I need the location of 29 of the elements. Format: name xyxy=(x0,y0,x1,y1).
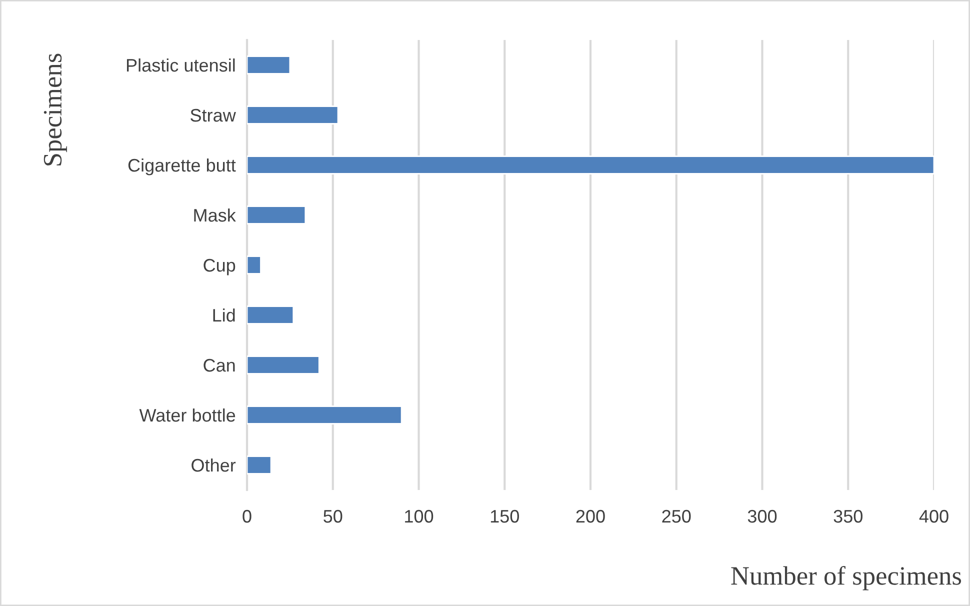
y-tick-label: Plastic utensil xyxy=(126,58,235,72)
x-tick-label: 350 xyxy=(834,510,862,523)
bar xyxy=(247,306,294,324)
x-tick-label: 100 xyxy=(405,510,434,523)
x-tick-label: 400 xyxy=(919,510,948,523)
y-tick-label: Cup xyxy=(204,258,236,276)
bar xyxy=(247,256,262,274)
bar xyxy=(247,456,272,474)
y-axis-title: Specimens xyxy=(44,54,67,166)
x-tick-label: 300 xyxy=(748,510,777,523)
x-tick-label: 0 xyxy=(242,510,252,523)
x-tick-label: 50 xyxy=(324,510,342,523)
x-axis-title: Number of specimens xyxy=(731,566,962,590)
bar xyxy=(247,356,320,374)
bar xyxy=(247,406,402,424)
y-tick-label: Straw xyxy=(190,108,236,122)
bar xyxy=(247,106,339,124)
y-tick-label: Lid xyxy=(213,308,235,322)
y-tick-label: Mask xyxy=(194,208,236,222)
y-tick-label: Cigarette butt xyxy=(128,158,236,176)
y-tick-label: Other xyxy=(192,458,236,472)
x-tick-label: 250 xyxy=(662,510,691,523)
y-tick-label: Water bottle xyxy=(139,408,236,422)
x-tick-label: 150 xyxy=(490,510,519,523)
bar xyxy=(247,56,291,74)
x-tick-label: 200 xyxy=(576,510,605,523)
bar xyxy=(247,206,306,224)
y-tick-label: Can xyxy=(204,358,235,372)
bar xyxy=(247,156,934,174)
